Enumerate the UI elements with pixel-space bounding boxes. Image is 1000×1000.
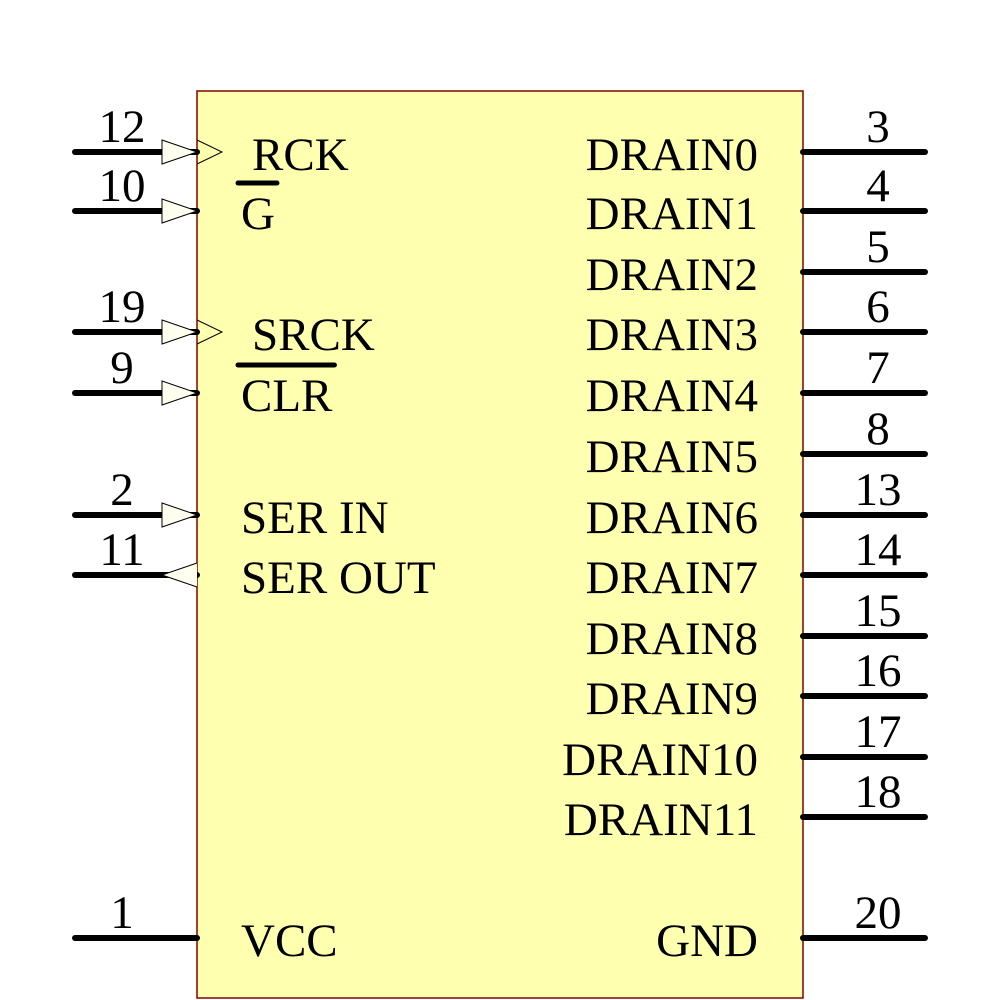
pin-20[interactable]: 20 GND	[656, 887, 928, 967]
pin-3[interactable]: 3 DRAIN0	[586, 101, 928, 181]
pin-number: 6	[866, 281, 890, 333]
pin-6[interactable]: 6 DRAIN3	[586, 281, 928, 361]
pin-label: SRCK	[252, 309, 375, 361]
pin-number: 5	[866, 221, 890, 273]
pin-label: DRAIN1	[586, 188, 758, 240]
clock-indicator-icon	[196, 139, 224, 165]
pin-17[interactable]: 17 DRAIN10	[562, 706, 928, 786]
input-arrow-icon	[161, 380, 199, 406]
pin-label: DRAIN9	[586, 673, 758, 725]
right-pins: 3 DRAIN0 4 DRAIN1 5 DRAIN2 6 DRAIN3 7 DRAIN4 8 DRAI…	[562, 101, 928, 967]
pin-10[interactable]: 10 G	[72, 160, 280, 240]
pin-label: SER IN	[241, 492, 389, 544]
pin-number: 12	[99, 101, 146, 153]
pin-number: 8	[866, 403, 890, 455]
pin-label: RCK	[252, 129, 349, 181]
pin-label: DRAIN10	[562, 734, 758, 786]
pin-number: 3	[866, 101, 890, 153]
pin-label: DRAIN5	[586, 431, 758, 483]
pin-7[interactable]: 7 DRAIN4	[586, 342, 928, 422]
pin-number: 17	[855, 706, 902, 758]
pin-15[interactable]: 15 DRAIN8	[586, 585, 928, 665]
pin-number: 9	[110, 342, 134, 394]
pin-label: DRAIN8	[586, 613, 758, 665]
pin-number: 13	[855, 464, 902, 516]
pin-16[interactable]: 16 DRAIN9	[586, 645, 928, 725]
pin-14[interactable]: 14 DRAIN7	[586, 524, 928, 604]
clock-indicator-icon	[196, 319, 224, 345]
pin-number: 4	[866, 160, 890, 212]
pin-number: 10	[99, 160, 146, 212]
pin-11[interactable]: 11 SER OUT	[72, 524, 436, 604]
left-pins: 12 RCK 10 G 19 SRCK 9 CLR 2 SER IN 11 SER OUT 1 VCC	[72, 101, 436, 967]
pin-number: 7	[866, 342, 890, 394]
pin-number: 11	[99, 524, 144, 576]
pin-label: DRAIN11	[564, 794, 758, 846]
pin-number: 16	[855, 645, 902, 697]
input-arrow-icon	[161, 139, 199, 165]
pin-number: 2	[110, 464, 134, 516]
pin-number: 20	[855, 887, 902, 939]
pin-18[interactable]: 18 DRAIN11	[564, 766, 928, 846]
pin-19[interactable]: 19 SRCK	[72, 281, 375, 361]
pin-9[interactable]: 9 CLR	[72, 342, 337, 422]
pin-5[interactable]: 5 DRAIN2	[586, 221, 928, 301]
output-arrow-icon	[160, 562, 198, 588]
pin-number: 14	[855, 524, 902, 576]
pin-label: DRAIN3	[586, 309, 758, 361]
pin-label: DRAIN6	[586, 492, 758, 544]
pin-label: G	[241, 188, 275, 240]
pin-2[interactable]: 2 SER IN	[72, 464, 389, 544]
pin-number: 19	[99, 281, 146, 333]
pin-label: GND	[656, 915, 758, 967]
pin-label: VCC	[241, 915, 338, 967]
input-arrow-icon	[161, 198, 199, 224]
input-arrow-icon	[161, 502, 199, 528]
pin-1[interactable]: 1 VCC	[72, 887, 338, 967]
pin-12[interactable]: 12 RCK	[72, 101, 349, 181]
pin-label: CLR	[241, 370, 333, 422]
component-body	[196, 90, 804, 999]
pin-label: DRAIN0	[586, 129, 758, 181]
pin-label: SER OUT	[241, 552, 436, 604]
pin-4[interactable]: 4 DRAIN1	[586, 160, 928, 240]
pin-number: 18	[855, 766, 902, 818]
pin-label: DRAIN2	[586, 249, 758, 301]
pin-label: DRAIN4	[586, 370, 758, 422]
pin-number: 15	[855, 585, 902, 637]
pin-label: DRAIN7	[586, 552, 758, 604]
pin-number: 1	[110, 887, 134, 939]
pin-13[interactable]: 13 DRAIN6	[586, 464, 928, 544]
input-arrow-icon	[161, 319, 199, 345]
pin-8[interactable]: 8 DRAIN5	[586, 403, 928, 483]
